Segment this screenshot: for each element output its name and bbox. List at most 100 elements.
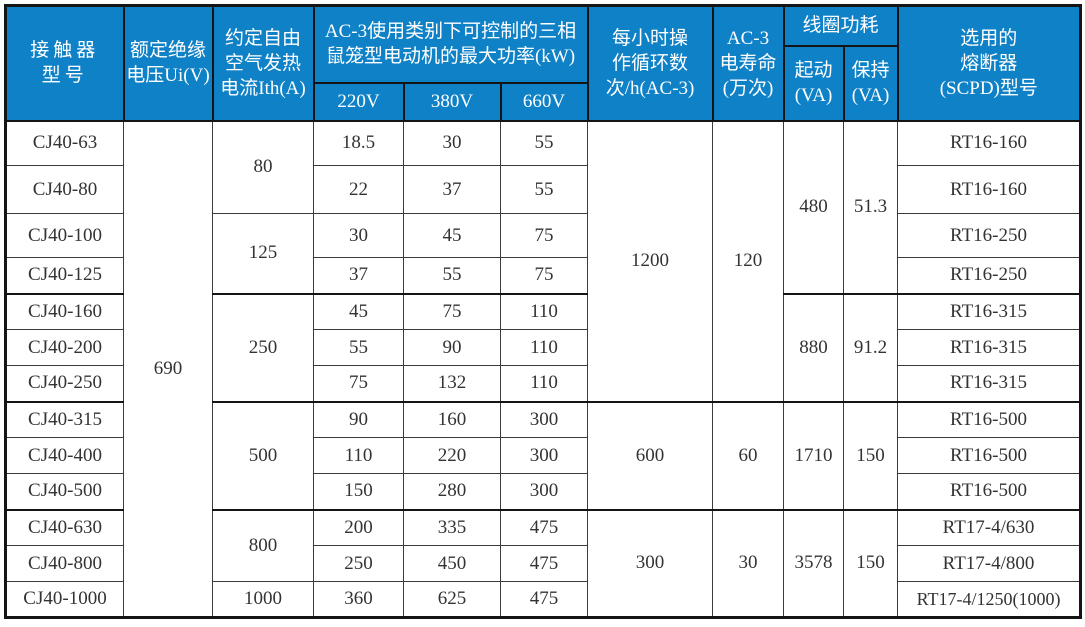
power-660-cell: 75 [499, 257, 589, 294]
power-220-cell: 90 [313, 400, 404, 438]
header-ops-per-hour: 每小时操 作循环数 次/h(AC-3) [586, 4, 714, 122]
header-insulation-voltage: 额定绝缘 电压Ui(V) [122, 4, 214, 122]
electrical-life-cell: 120 [712, 120, 785, 402]
power-380-cell: 90 [403, 329, 501, 366]
header-coil-hold: 保持 (VA) [842, 44, 899, 122]
thermal-current-cell: 500 [212, 400, 314, 510]
ops-per-hour-cell: 600 [587, 400, 714, 510]
power-220-cell: 200 [313, 508, 404, 546]
power-220-cell: 55 [313, 329, 404, 366]
table-row: CJ40-315 500 90 160 300 600 60 1710 150 … [5, 400, 1082, 510]
coil-start-cell: 3578 [783, 508, 845, 618]
power-380-cell: 37 [403, 165, 501, 214]
power-380-cell: 55 [403, 257, 501, 294]
header-coil-start: 起动 (VA) [782, 44, 845, 122]
contactor-model-cell: CJ40-250 [5, 365, 124, 402]
fuse-type-cell: RT17-4/1250(1000) [897, 581, 1082, 618]
table-row: CJ40-250 75 132 110 RT16-315 [5, 365, 1082, 402]
coil-start-cell: 880 [783, 292, 845, 402]
power-660-cell: 110 [499, 292, 589, 330]
power-380-cell: 30 [403, 120, 501, 166]
contactor-model-cell: CJ40-160 [5, 292, 124, 330]
fuse-type-cell: RT16-160 [897, 165, 1082, 214]
contactor-model-cell: CJ40-500 [5, 473, 124, 510]
table-row: CJ40-400 110 220 300 RT16-500 [5, 437, 1082, 474]
table-row: CJ40-1000 1000 360 625 475 RT17-4/1250(1… [5, 581, 1082, 618]
power-660-cell: 300 [499, 473, 589, 510]
power-660-cell: 475 [499, 581, 589, 618]
fuse-type-cell: RT16-500 [897, 400, 1082, 438]
contactor-model-cell: CJ40-80 [5, 165, 124, 214]
ops-per-hour-cell: 300 [587, 508, 714, 618]
power-660-cell: 110 [499, 365, 589, 402]
insulation-voltage-cell: 690 [123, 120, 213, 618]
header-thermal-current: 约定自由 空气发热 电流Ith(A) [211, 4, 315, 122]
power-220-cell: 360 [313, 581, 404, 618]
header-contactor-model: 接触器 型号 [4, 4, 125, 122]
table-body: CJ40-63 690 80 18.5 30 55 1200 120 480 5… [5, 120, 1082, 618]
power-660-cell: 55 [499, 120, 589, 166]
power-380-cell: 335 [403, 508, 501, 546]
power-660-cell: 75 [499, 213, 589, 258]
fuse-type-cell: RT17-4/800 [897, 545, 1082, 582]
fuse-type-cell: RT16-160 [897, 120, 1082, 166]
table-row: CJ40-500 150 280 300 RT16-500 [5, 473, 1082, 510]
power-220-cell: 110 [313, 437, 404, 474]
contactor-spec-table: 接触器 型号 额定绝缘 电压Ui(V) 约定自由 空气发热 电流Ith(A) A… [4, 4, 1083, 619]
fuse-type-cell: RT16-500 [897, 473, 1082, 510]
thermal-current-cell: 250 [212, 292, 314, 402]
thermal-current-cell: 1000 [212, 581, 314, 618]
power-660-cell: 55 [499, 165, 589, 214]
contactor-model-cell: CJ40-200 [5, 329, 124, 366]
table-header: 接触器 型号 额定绝缘 电压Ui(V) 约定自由 空气发热 电流Ith(A) A… [4, 4, 1082, 122]
header-coil-consumption-group: 线圈功耗 [782, 4, 899, 47]
coil-hold-cell: 91.2 [843, 292, 899, 402]
fuse-type-cell: RT16-315 [897, 292, 1082, 330]
header-electrical-life: AC-3 电寿命 (万次) [711, 4, 785, 122]
power-220-cell: 30 [313, 213, 404, 258]
table-row: CJ40-800 250 450 475 RT17-4/800 [5, 545, 1082, 582]
thermal-current-cell: 800 [212, 508, 314, 582]
coil-start-cell: 1710 [783, 400, 845, 510]
table-row: CJ40-100 125 30 45 75 RT16-250 [5, 213, 1082, 294]
power-220-cell: 22 [313, 165, 404, 214]
thermal-current-cell: 80 [212, 120, 314, 214]
coil-hold-cell: 51.3 [843, 120, 899, 294]
contactor-model-cell: CJ40-100 [5, 213, 124, 258]
table-row: CJ40-200 55 90 110 RT16-315 [5, 329, 1082, 366]
fuse-type-cell: RT17-4/630 [897, 508, 1082, 546]
power-380-cell: 160 [403, 400, 501, 438]
power-220-cell: 18.5 [313, 120, 404, 166]
table-row: CJ40-630 800 200 335 475 300 30 3578 150… [5, 508, 1082, 618]
thermal-current-cell: 125 [212, 213, 314, 294]
power-220-cell: 250 [313, 545, 404, 582]
electrical-life-cell: 60 [712, 400, 785, 510]
contactor-model-cell: CJ40-63 [5, 120, 124, 166]
contactor-model-cell: CJ40-1000 [5, 581, 124, 618]
fuse-type-cell: RT16-315 [897, 329, 1082, 366]
fuse-type-cell: RT16-250 [897, 213, 1082, 258]
power-380-cell: 220 [403, 437, 501, 474]
coil-hold-cell: 150 [843, 400, 899, 510]
header-380v: 380V [402, 81, 502, 122]
coil-hold-cell: 150 [843, 508, 899, 618]
fuse-type-cell: RT16-315 [897, 365, 1082, 402]
fuse-type-cell: RT16-250 [897, 257, 1082, 294]
header-220v: 220V [312, 81, 405, 122]
table-row: CJ40-160 250 45 75 110 880 91.2 RT16-315 [5, 292, 1082, 402]
power-220-cell: 150 [313, 473, 404, 510]
header-660v: 660V [499, 81, 589, 122]
ops-per-hour-cell: 1200 [587, 120, 714, 402]
table-row: CJ40-125 37 55 75 RT16-250 [5, 257, 1082, 294]
power-380-cell: 75 [403, 292, 501, 330]
electrical-life-cell: 30 [712, 508, 785, 618]
power-380-cell: 45 [403, 213, 501, 258]
power-660-cell: 110 [499, 329, 589, 366]
power-660-cell: 300 [499, 437, 589, 474]
table-row: CJ40-80 22 37 55 RT16-160 [5, 165, 1082, 214]
power-380-cell: 625 [403, 581, 501, 618]
power-660-cell: 300 [499, 400, 589, 438]
contactor-model-cell: CJ40-800 [5, 545, 124, 582]
power-220-cell: 75 [313, 365, 404, 402]
